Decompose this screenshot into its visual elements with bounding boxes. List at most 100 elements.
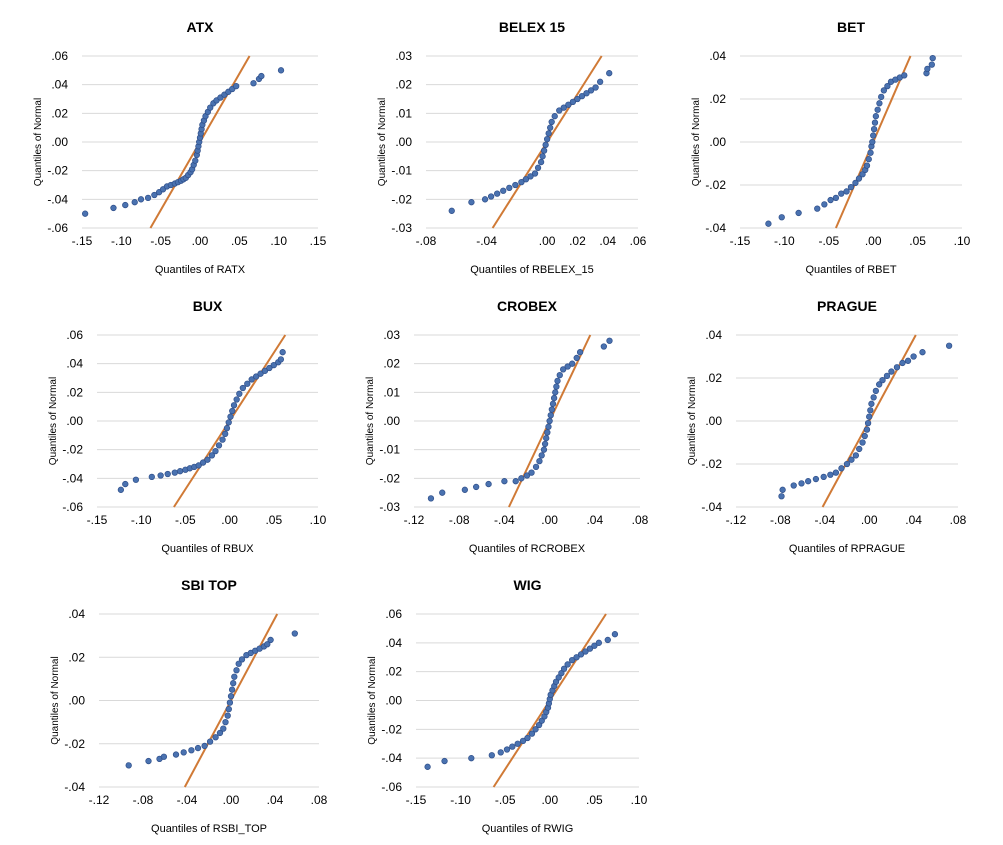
x-tick-label: .08 <box>311 793 328 807</box>
y-axis-label: Quantiles of Normal <box>50 656 61 744</box>
data-point <box>122 201 129 209</box>
data-point <box>277 67 285 74</box>
qq-panel-bux: BUX -.06 -.04 -.02 .00 .02 .04 .06 -.15 -.10 -.05.… <box>48 298 327 555</box>
x-axis-label: Quantiles of RBELEX_15 <box>470 264 594 276</box>
data-point <box>188 747 195 754</box>
y-tick-label: -.04 <box>381 751 402 765</box>
data-point <box>144 194 152 202</box>
data-point <box>194 744 202 752</box>
data-point <box>224 712 231 719</box>
data-point <box>553 383 560 390</box>
data-point <box>157 472 164 479</box>
data-point <box>821 201 828 208</box>
data-point <box>244 380 251 387</box>
y-tick-label: -.06 <box>62 500 83 514</box>
y-tick-label: -.02 <box>705 178 726 192</box>
x-tick-label: .00 <box>541 793 558 807</box>
data-point <box>919 349 926 356</box>
y-tick-label: .04 <box>66 357 83 371</box>
data-point <box>899 359 906 367</box>
data-point <box>606 70 613 77</box>
chart-title: CROBEX <box>497 298 558 314</box>
x-tick-label: -.04 <box>814 513 835 527</box>
data-point <box>870 132 877 139</box>
data-point <box>485 480 492 488</box>
y-tick-label: -.03 <box>391 221 412 235</box>
data-point <box>488 752 495 759</box>
data-point <box>556 371 563 379</box>
data-point <box>532 463 540 471</box>
data-point <box>778 214 785 221</box>
data-point <box>872 113 880 120</box>
data-point <box>540 446 548 453</box>
y-tick-label: -.02 <box>381 722 402 736</box>
x-tick-label: .10 <box>631 793 648 807</box>
data-point <box>448 207 455 214</box>
data-point <box>145 757 152 765</box>
data-point <box>884 82 891 90</box>
data-point <box>876 381 883 388</box>
data-point <box>514 740 521 747</box>
y-axis-label: Quantiles of Normal <box>365 377 376 465</box>
x-tick-label: .10 <box>270 234 287 248</box>
data-point <box>176 468 184 475</box>
y-tick-label: .01 <box>395 106 412 120</box>
data-point <box>239 384 247 392</box>
data-point <box>592 84 599 91</box>
y-tick-label: -.02 <box>64 737 85 751</box>
x-tick-label: -.12 <box>89 793 110 807</box>
x-tick-label: -.10 <box>450 793 471 807</box>
y-tick-label: -.01 <box>391 164 412 178</box>
qq-panel-atx: ATX -.06 -.04 -.02 .00 .02 .04 .06 -.15 -.10 -.05.… <box>33 19 327 276</box>
data-point <box>424 763 431 770</box>
data-point <box>233 396 240 403</box>
y-tick-label: .00 <box>385 694 402 708</box>
x-tick-label: .05 <box>586 793 603 807</box>
data-point <box>199 459 207 466</box>
data-point <box>230 402 238 409</box>
x-tick-label: -.05 <box>818 234 839 248</box>
y-tick-label: .06 <box>51 49 68 63</box>
data-point <box>843 460 851 468</box>
data-point <box>206 738 214 745</box>
y-tick-label: -.02 <box>701 457 722 471</box>
data-point <box>195 462 202 469</box>
data-point <box>227 693 235 700</box>
x-tick-label: .00 <box>539 234 556 248</box>
data-point <box>233 82 240 90</box>
data-point <box>546 417 553 425</box>
data-point <box>500 187 507 194</box>
data-point <box>868 400 875 407</box>
data-point <box>827 471 834 478</box>
data-point <box>870 125 878 133</box>
data-point <box>551 113 558 120</box>
data-point <box>215 442 223 449</box>
x-tick-label: .10 <box>954 234 971 248</box>
y-tick-label: .04 <box>705 328 722 342</box>
data-point <box>236 390 243 397</box>
data-point <box>600 343 607 350</box>
y-tick-label: .00 <box>51 135 68 149</box>
chart-title: BET <box>837 19 865 35</box>
data-point <box>543 435 550 442</box>
data-point <box>595 639 603 646</box>
x-tick-label: .08 <box>950 513 967 527</box>
x-tick-label: .10 <box>310 513 327 527</box>
data-point <box>569 98 577 106</box>
y-tick-label: .02 <box>66 385 83 399</box>
data-point <box>235 660 242 667</box>
data-point <box>481 196 489 203</box>
y-tick-label: -.01 <box>379 443 400 457</box>
y-tick-label: .02 <box>383 357 400 371</box>
data-point <box>573 354 580 362</box>
data-point <box>790 482 797 489</box>
y-tick-label: -.04 <box>62 471 83 485</box>
data-point <box>548 118 555 126</box>
y-tick-label: .02 <box>705 371 722 385</box>
data-point <box>545 423 552 430</box>
y-tick-label: .00 <box>66 414 83 428</box>
y-tick-label: .04 <box>68 607 85 621</box>
data-point <box>468 199 475 206</box>
data-point <box>871 119 879 126</box>
